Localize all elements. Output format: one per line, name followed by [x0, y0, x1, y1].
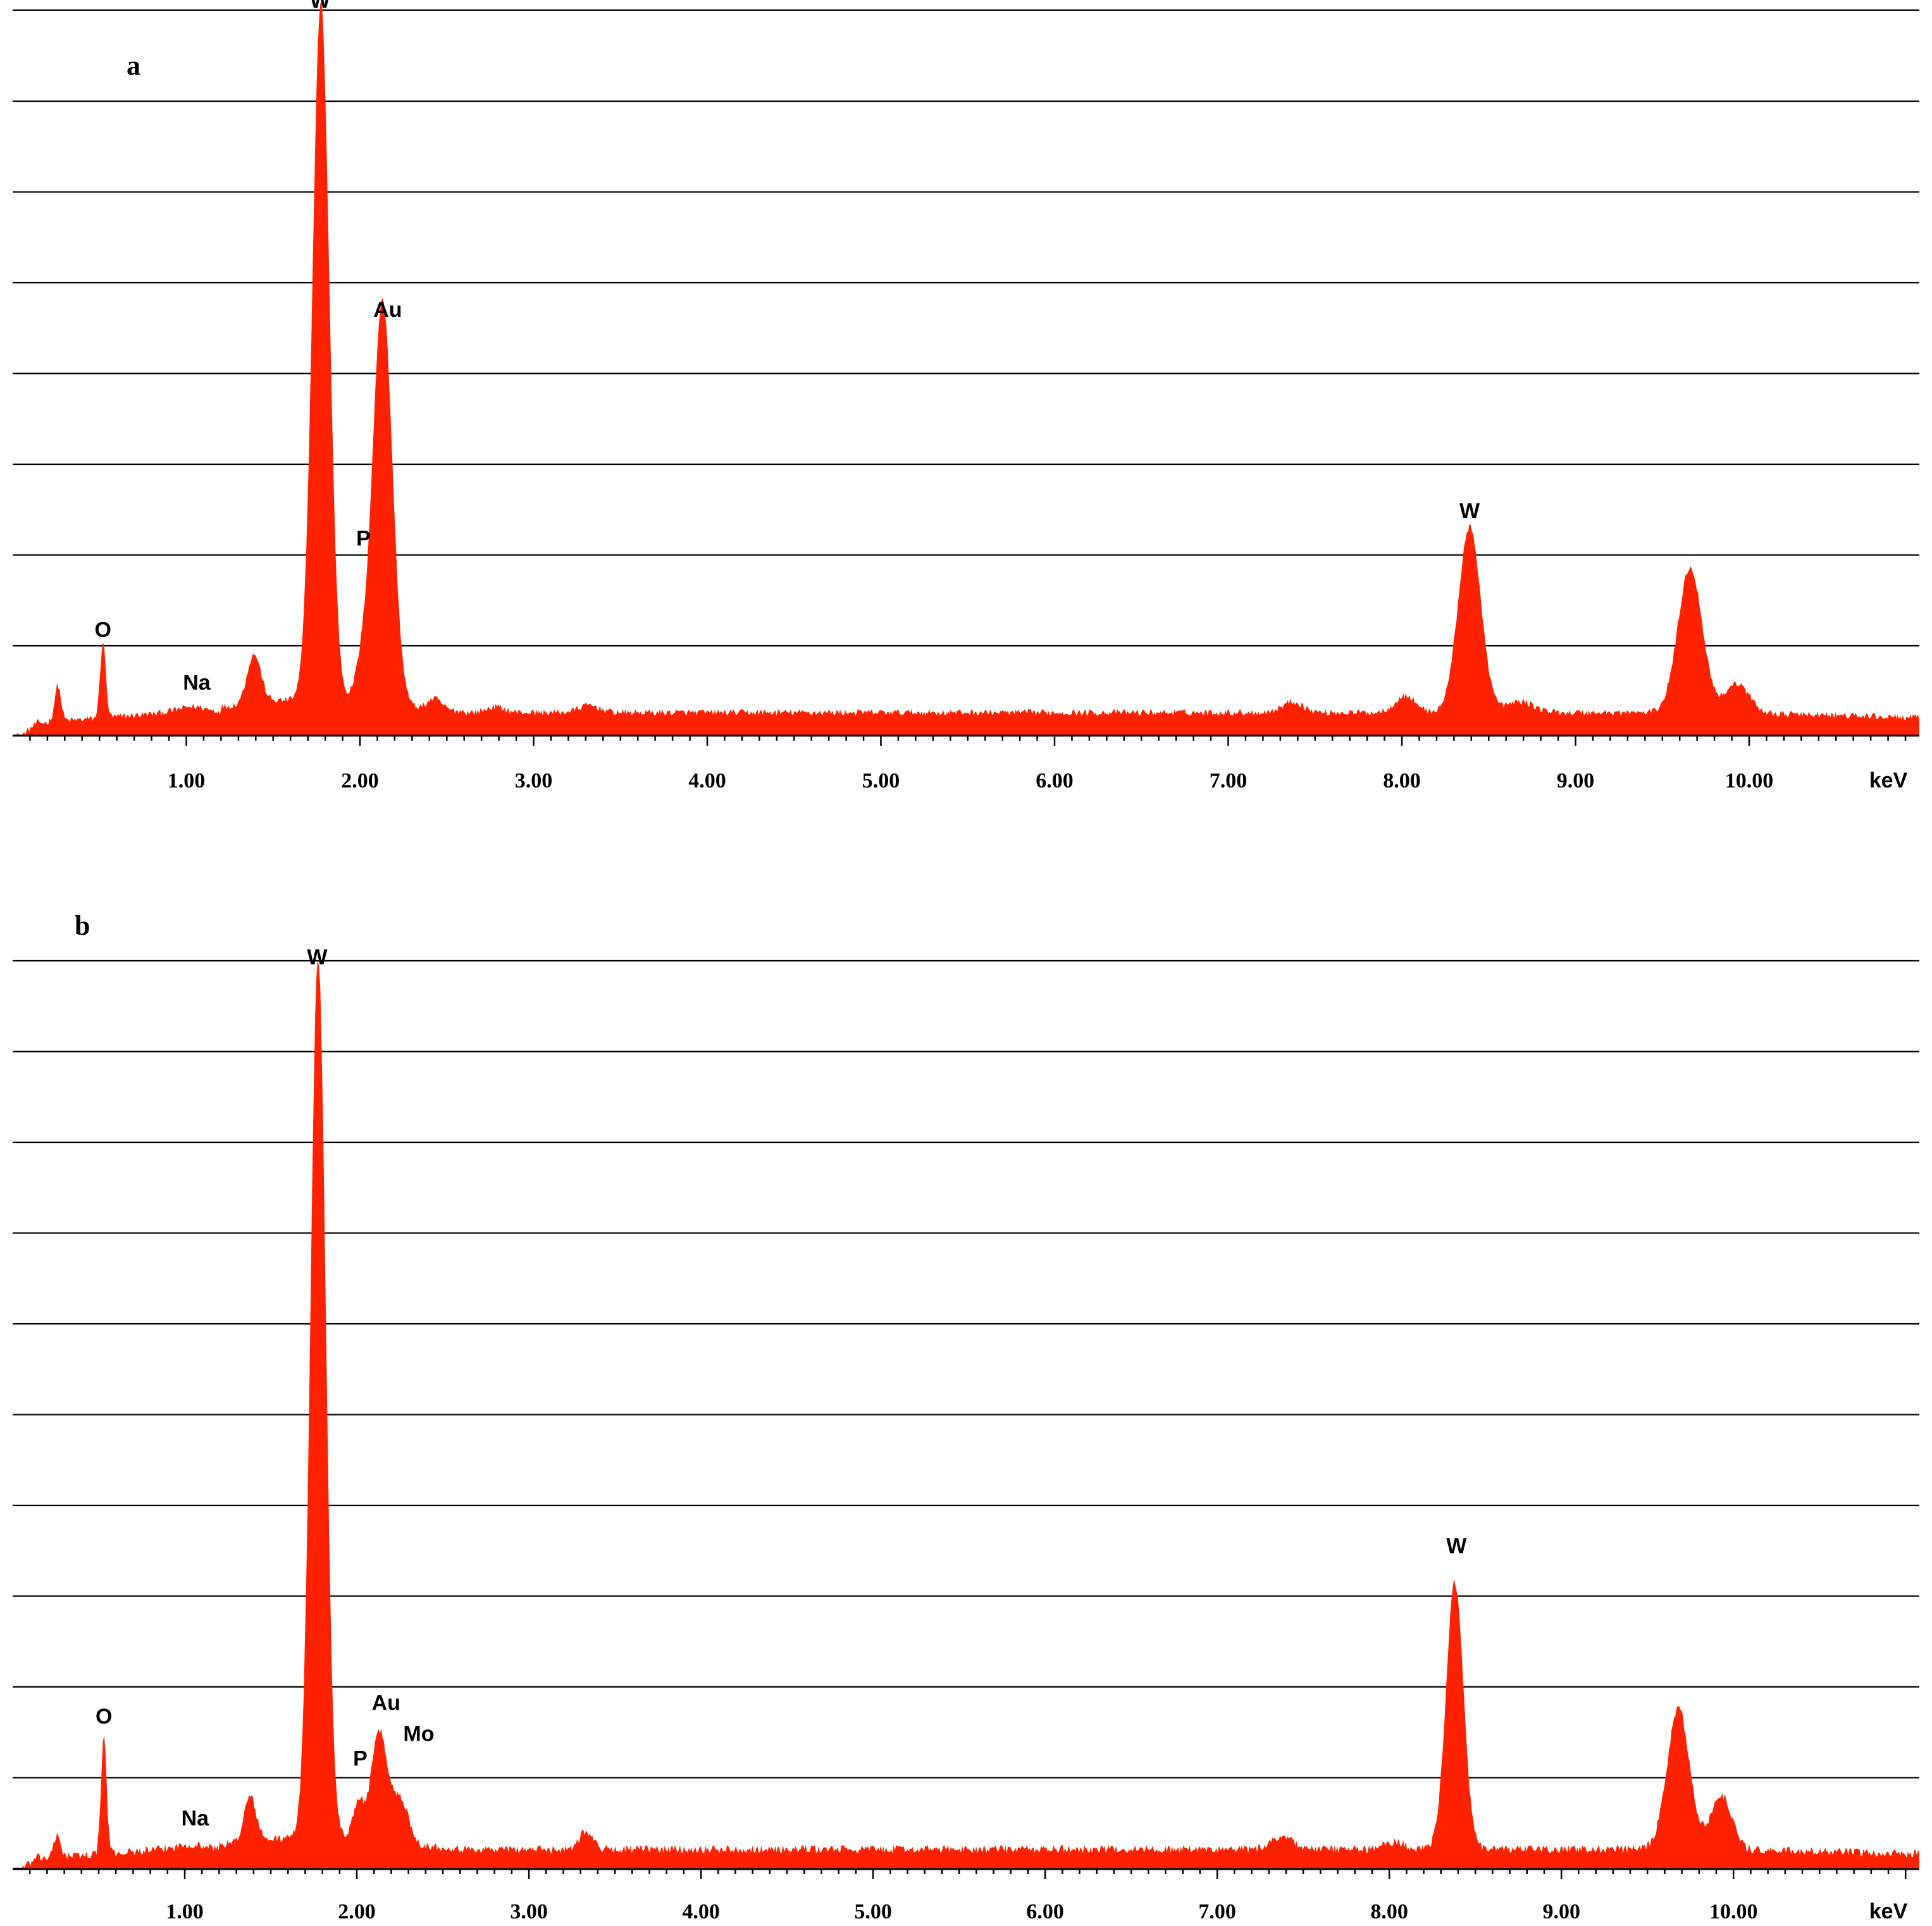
- peak-label-w: W: [310, 0, 331, 13]
- panel-letter: b: [75, 910, 90, 941]
- peak-label-o: O: [96, 1705, 112, 1729]
- x-axis-unit-label: keV: [1869, 769, 1908, 793]
- spectrum-panel-a: 1.00 2.00 3.00 4.00 5.00 6.00 7.00 8.00 9.00 10.0…: [13, 0, 1919, 793]
- x-tick-label: 6.00: [1036, 769, 1074, 793]
- x-tick-label: 3.00: [515, 769, 553, 793]
- peak-label-na: Na: [182, 1806, 210, 1830]
- x-tick-label: 6.00: [1026, 1900, 1064, 1923]
- x-tick-label: 10.00: [1725, 769, 1774, 793]
- peak-label-au: Au: [372, 1691, 400, 1715]
- x-tick-label: 1.00: [166, 1900, 204, 1923]
- spectrum-panel-b: 1.00 2.00 3.00 4.00 5.00 6.00 7.00 8.00 9.00 10.0…: [13, 910, 1919, 1923]
- x-tick-label: 4.00: [682, 1900, 720, 1923]
- peak-label-p: P: [353, 1746, 368, 1770]
- x-tick-label: 9.00: [1557, 769, 1595, 793]
- peak-label-o: O: [95, 618, 111, 642]
- x-tick-label: 2.00: [338, 1900, 376, 1923]
- x-tick-label: 1.00: [168, 769, 206, 793]
- x-tick-label: 5.00: [862, 769, 900, 793]
- peak-label-w: W: [1459, 499, 1480, 523]
- peak-label-au: Au: [373, 298, 402, 322]
- peak-label-p: P: [356, 526, 371, 550]
- x-tick-label: 8.00: [1383, 769, 1421, 793]
- panel-letter: a: [127, 50, 140, 81]
- x-tick-label: 8.00: [1370, 1900, 1408, 1923]
- x-tick-label: 4.00: [688, 769, 726, 793]
- x-tick-label: 7.00: [1210, 769, 1248, 793]
- x-tick-label: 2.00: [341, 769, 379, 793]
- peak-label-na: Na: [183, 671, 211, 695]
- x-tick-label: 5.00: [854, 1900, 892, 1923]
- peak-label-w: W: [1446, 1534, 1467, 1558]
- x-tick-label: 7.00: [1198, 1900, 1236, 1923]
- peak-label-w: W: [307, 946, 328, 970]
- peak-label-mo: Mo: [403, 1722, 434, 1746]
- x-tick-label: 3.00: [510, 1900, 548, 1923]
- x-axis-unit-label: keV: [1869, 1899, 1908, 1923]
- x-tick-label: 10.00: [1709, 1900, 1758, 1923]
- x-tick-label: 9.00: [1542, 1900, 1580, 1923]
